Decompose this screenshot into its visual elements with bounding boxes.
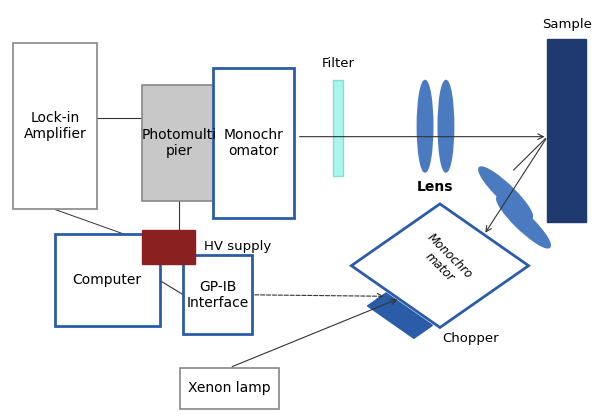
Bar — [55, 235, 160, 326]
Text: Monochr
omator: Monochr omator — [224, 128, 283, 158]
Text: Chopper: Chopper — [442, 332, 499, 345]
Bar — [181, 367, 279, 409]
Text: Xenon lamp: Xenon lamp — [188, 381, 271, 396]
Text: Computer: Computer — [73, 273, 142, 287]
Bar — [547, 39, 586, 222]
Text: Lock-in
Amplifier: Lock-in Amplifier — [24, 111, 86, 141]
Text: Filter: Filter — [322, 57, 355, 70]
Ellipse shape — [438, 80, 454, 172]
Polygon shape — [352, 204, 529, 328]
Bar — [13, 43, 97, 210]
Text: HV supply: HV supply — [204, 241, 272, 253]
Text: Photomulti
pier: Photomulti pier — [142, 128, 217, 158]
Bar — [142, 230, 196, 264]
Polygon shape — [367, 293, 433, 338]
Bar — [332, 80, 343, 176]
Text: Monochro
mator: Monochro mator — [414, 231, 475, 292]
Text: Lens: Lens — [417, 180, 454, 194]
Text: GP-IB
Interface: GP-IB Interface — [187, 280, 249, 310]
Bar — [142, 85, 216, 201]
Ellipse shape — [497, 196, 550, 248]
Bar — [184, 255, 252, 334]
Text: Sample: Sample — [542, 18, 592, 31]
Bar — [213, 68, 294, 218]
Ellipse shape — [479, 167, 532, 219]
Ellipse shape — [417, 80, 433, 172]
